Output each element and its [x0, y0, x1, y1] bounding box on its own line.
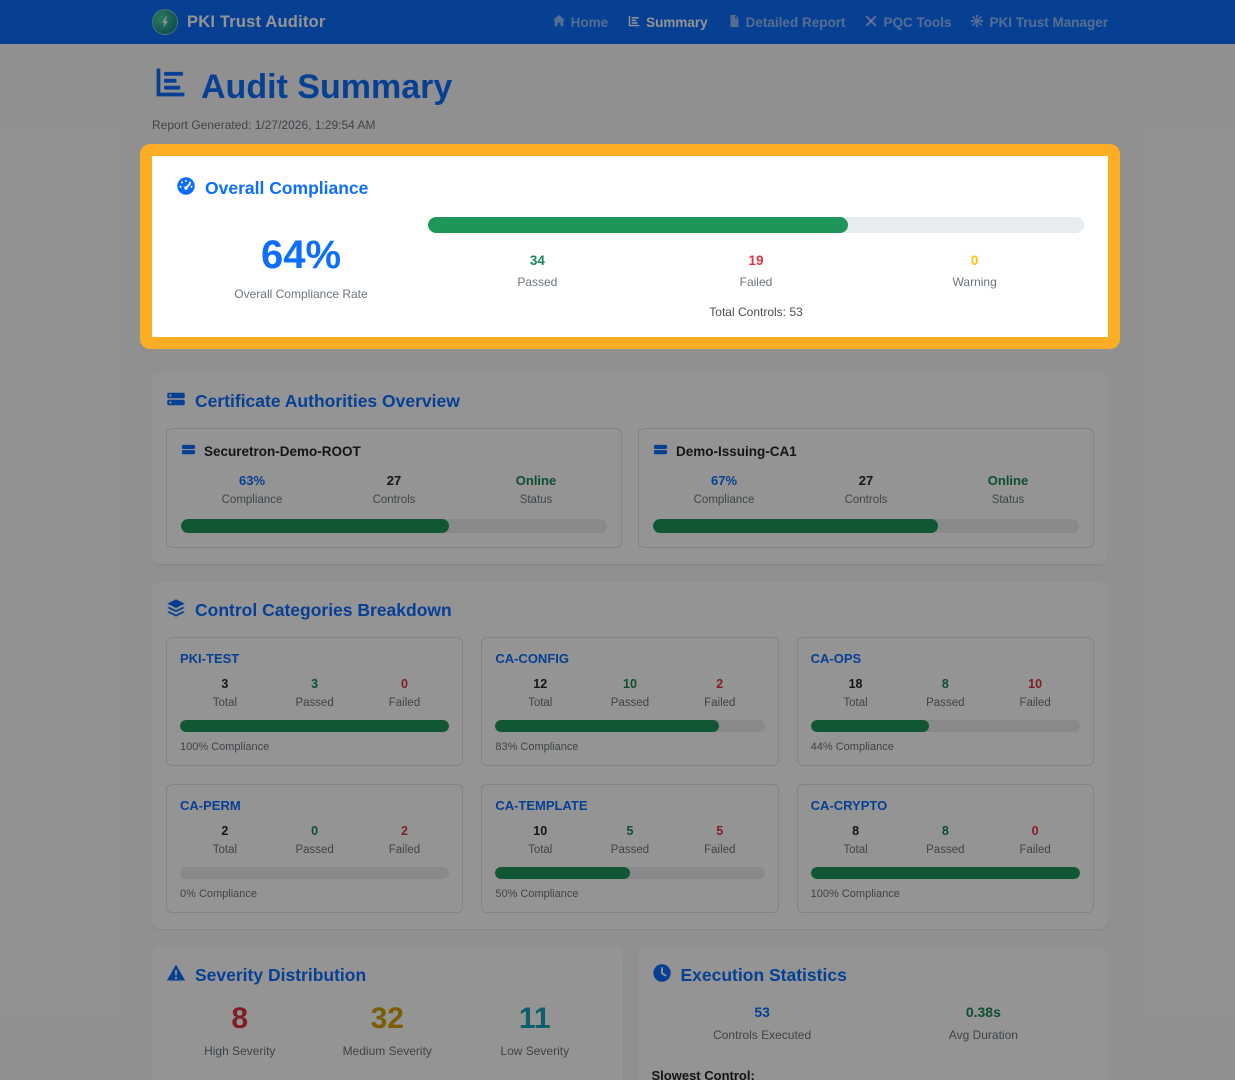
overall-compliance-rate-value: 64%	[260, 233, 342, 277]
category-progress-bar	[180, 720, 450, 732]
nav-item-home[interactable]: Home	[552, 14, 609, 31]
low-severity-stat: 11 Low Severity	[500, 1002, 570, 1059]
ca-overview-title: Certificate Authorities Overview	[166, 389, 1094, 414]
server-icon	[653, 442, 668, 460]
nav-item-pqc-tools[interactable]: PQC Tools	[864, 14, 951, 31]
bar-chart-icon	[627, 14, 641, 31]
severity-title: Severity Distribution	[166, 963, 609, 988]
warning-triangle-icon	[166, 963, 186, 988]
category-compliance-label: 100% Compliance	[810, 888, 900, 900]
main-content: Audit Summary Report Generated: 1/27/202…	[140, 44, 1120, 1080]
layers-icon	[166, 598, 186, 623]
file-icon	[727, 14, 741, 31]
page-title: Audit Summary	[152, 64, 1108, 110]
ca-overview-section: Certificate Authorities Overview Securet…	[152, 373, 1108, 564]
category-compliance-label: 83% Compliance	[495, 741, 579, 753]
category-progress-bar	[495, 867, 765, 879]
failed-count: 19	[748, 253, 764, 268]
nav-item-label: PKI Trust Manager	[989, 14, 1108, 30]
brand[interactable]: PKI Trust Auditor	[152, 9, 325, 35]
category-compliance-label: 100% Compliance	[180, 741, 270, 753]
ca-progress-bar	[653, 519, 1079, 533]
brand-name: PKI Trust Auditor	[187, 12, 326, 31]
category-progress-bar	[495, 720, 765, 732]
clock-icon	[652, 963, 672, 988]
high-severity-stat: 8 High Severity	[204, 1002, 276, 1059]
category-compliance-label: 44% Compliance	[810, 741, 894, 753]
nav-links: Home Summary Detailed Report PQC Tools	[552, 14, 1108, 31]
category-card-ca-ops: CA-OPS 18 Total 8 Passed 10 Failed 44% Comp…	[796, 637, 1094, 766]
category-card-ca-perm: CA-PERM 2 Total 0 Passed 2 Failed 0% Compli…	[166, 784, 464, 913]
category-progress-bar	[810, 720, 1080, 732]
bar-chart-icon	[152, 64, 189, 110]
ca-name-text: Demo-Issuing-CA1	[676, 443, 797, 459]
ca-card-securetron-demo-root: Securetron-Demo-ROOT 63% Compliance 27 Con…	[166, 428, 622, 548]
bolt-logo-icon	[152, 9, 178, 35]
category-card-ca-template: CA-TEMPLATE 10 Total 5 Passed 5 Failed 50% …	[481, 784, 779, 913]
passed-count: 34	[529, 253, 545, 268]
nav-item-summary[interactable]: Summary	[627, 14, 708, 31]
categories-title: Control Categories Breakdown	[166, 598, 1094, 623]
ca-progress-bar	[181, 519, 607, 533]
category-progress-bar	[810, 867, 1080, 879]
gear-icon	[970, 14, 984, 31]
server-icon	[166, 389, 186, 414]
avg-duration-stat: 0.38s Avg Duration	[948, 1004, 1018, 1042]
failed-stat: 19 Failed	[647, 253, 866, 289]
category-card-pki-test: PKI-TEST 3 Total 3 Passed 0 Failed 100% Com…	[166, 637, 464, 766]
category-compliance-label: 0% Compliance	[180, 888, 258, 900]
ca-name-text: Securetron-Demo-ROOT	[204, 443, 361, 459]
home-icon	[552, 14, 566, 31]
controls-executed-stat: 53 Controls Executed	[713, 1004, 812, 1042]
passed-stat: 34 Passed	[428, 253, 647, 289]
nav-item-label: Summary	[646, 14, 708, 30]
nav-item-label: Detailed Report	[745, 14, 846, 30]
gauge-icon	[176, 176, 196, 201]
overall-compliance-highlight-ring: Overall Compliance 64% Overall Complianc…	[140, 144, 1120, 349]
tools-icon	[864, 14, 878, 31]
slowest-control-block: Slowest Control: CA Config Registry Dura…	[652, 1068, 1095, 1080]
category-progress-bar	[180, 867, 450, 879]
category-card-ca-config: CA-CONFIG 12 Total 10 Passed 2 Failed 83% C…	[481, 637, 779, 766]
ca-controls-value: 27	[858, 473, 874, 488]
nav-item-pki-trust-manager[interactable]: PKI Trust Manager	[970, 14, 1108, 31]
overall-progress-bar	[428, 217, 1084, 233]
server-icon	[181, 442, 196, 460]
ca-card-demo-issuing-ca1: Demo-Issuing-CA1 67% Compliance 27 Control…	[638, 428, 1094, 548]
page-title-text: Audit Summary	[201, 67, 453, 106]
warning-count: 0	[970, 253, 979, 268]
warning-stat: 0 Warning	[865, 253, 1084, 289]
ca-compliance-value: 67%	[710, 473, 738, 488]
category-card-ca-crypto: CA-CRYPTO 8 Total 8 Passed 0 Failed 100% Co…	[796, 784, 1094, 913]
overall-compliance-title: Overall Compliance	[176, 176, 1084, 201]
ca-status-value: Online	[515, 473, 557, 488]
total-controls-text: Total Controls: 53	[709, 305, 803, 319]
navbar: PKI Trust Auditor Home Summary Detailed …	[0, 0, 1235, 44]
nav-item-detailed-report[interactable]: Detailed Report	[727, 14, 846, 31]
overall-compliance-card: Overall Compliance 64% Overall Complianc…	[152, 156, 1108, 337]
nav-item-label: Home	[570, 14, 609, 30]
execution-section: Execution Statistics 53 Controls Execute…	[637, 947, 1108, 1080]
category-compliance-label: 50% Compliance	[495, 888, 579, 900]
execution-title: Execution Statistics	[652, 963, 1095, 988]
ca-controls-value: 27	[386, 473, 402, 488]
medium-severity-stat: 32 Medium Severity	[342, 1002, 432, 1059]
ca-status-value: Online	[987, 473, 1029, 488]
severity-section: Severity Distribution 8 High Severity 32…	[152, 947, 623, 1080]
overall-compliance-rate-label: Overall Compliance Rate	[234, 287, 368, 301]
report-generated-timestamp: Report Generated: 1/27/2026, 1:29:54 AM	[152, 118, 376, 132]
overall-progress-fill	[428, 217, 848, 233]
nav-item-label: PQC Tools	[883, 14, 952, 30]
ca-compliance-value: 63%	[238, 473, 266, 488]
slowest-control-heading: Slowest Control:	[651, 1068, 755, 1080]
